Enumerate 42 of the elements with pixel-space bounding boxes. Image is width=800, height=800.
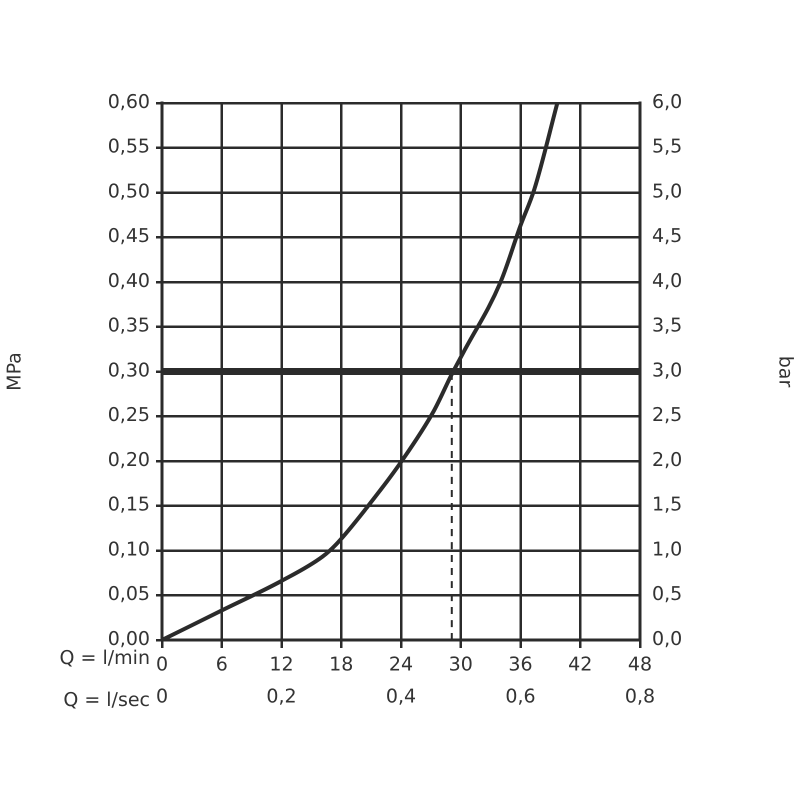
x2-tick-label: 0,8 — [624, 685, 656, 708]
y-axis-title: MPa — [3, 352, 26, 391]
y-tick-label: 0,45 — [108, 225, 150, 248]
x-tick-label: 6 — [216, 653, 228, 676]
y-tick-label: 0,60 — [108, 90, 150, 113]
y2-tick-label: 3,5 — [652, 314, 682, 337]
x-tick-label: 0 — [156, 653, 168, 676]
y2-tick-label: 4,5 — [652, 225, 682, 248]
y2-axis-title: bar — [774, 356, 797, 388]
y-tick-label: 0,20 — [108, 448, 150, 471]
x-tick-label: 30 — [448, 653, 473, 676]
y-tick-label: 0,05 — [108, 583, 150, 606]
y2-tick-label: 5,0 — [652, 180, 682, 202]
x2-tick-label: 0,4 — [386, 685, 416, 708]
x-tick-label: 18 — [329, 653, 354, 676]
x-tick-label: 36 — [508, 653, 533, 676]
x-tick-label: 42 — [568, 653, 592, 676]
y2-tick-label: 1,5 — [652, 494, 682, 516]
y-tick-label: 0,50 — [108, 180, 150, 202]
y-tick-label: 0,55 — [108, 136, 150, 158]
x-tick-label: 12 — [269, 653, 294, 676]
y-tick-label: 0,30 — [108, 359, 150, 382]
x2-tick-label: 0 — [156, 685, 168, 708]
y2-tick-label: 2,5 — [652, 404, 682, 426]
y-tick-label: 0,25 — [108, 404, 150, 426]
x-tick-label: 48 — [628, 653, 652, 676]
x2-tick-label: 0,6 — [505, 685, 536, 708]
y2-tick-label: 1,0 — [652, 538, 682, 560]
y-tick-label: 0,15 — [108, 494, 150, 516]
y-tick-label: 0,10 — [108, 538, 150, 560]
y-tick-label: 0,35 — [108, 314, 150, 337]
y2-tick-label: 2,0 — [652, 448, 682, 471]
x2-axis-title: Q = l/sec — [63, 688, 150, 711]
y2-tick-label: 6,0 — [652, 90, 682, 113]
y2-tick-label: 5,5 — [652, 136, 682, 158]
y2-tick-label: 4,0 — [652, 270, 682, 292]
y2-tick-label: 0,5 — [652, 583, 682, 606]
x-tick-label: 24 — [388, 653, 414, 676]
x2-tick-label: 0,2 — [266, 685, 297, 708]
y2-tick-label: 3,0 — [652, 359, 682, 382]
y-tick-label: 0,40 — [108, 270, 150, 292]
y2-tick-label: 0,0 — [652, 628, 682, 650]
